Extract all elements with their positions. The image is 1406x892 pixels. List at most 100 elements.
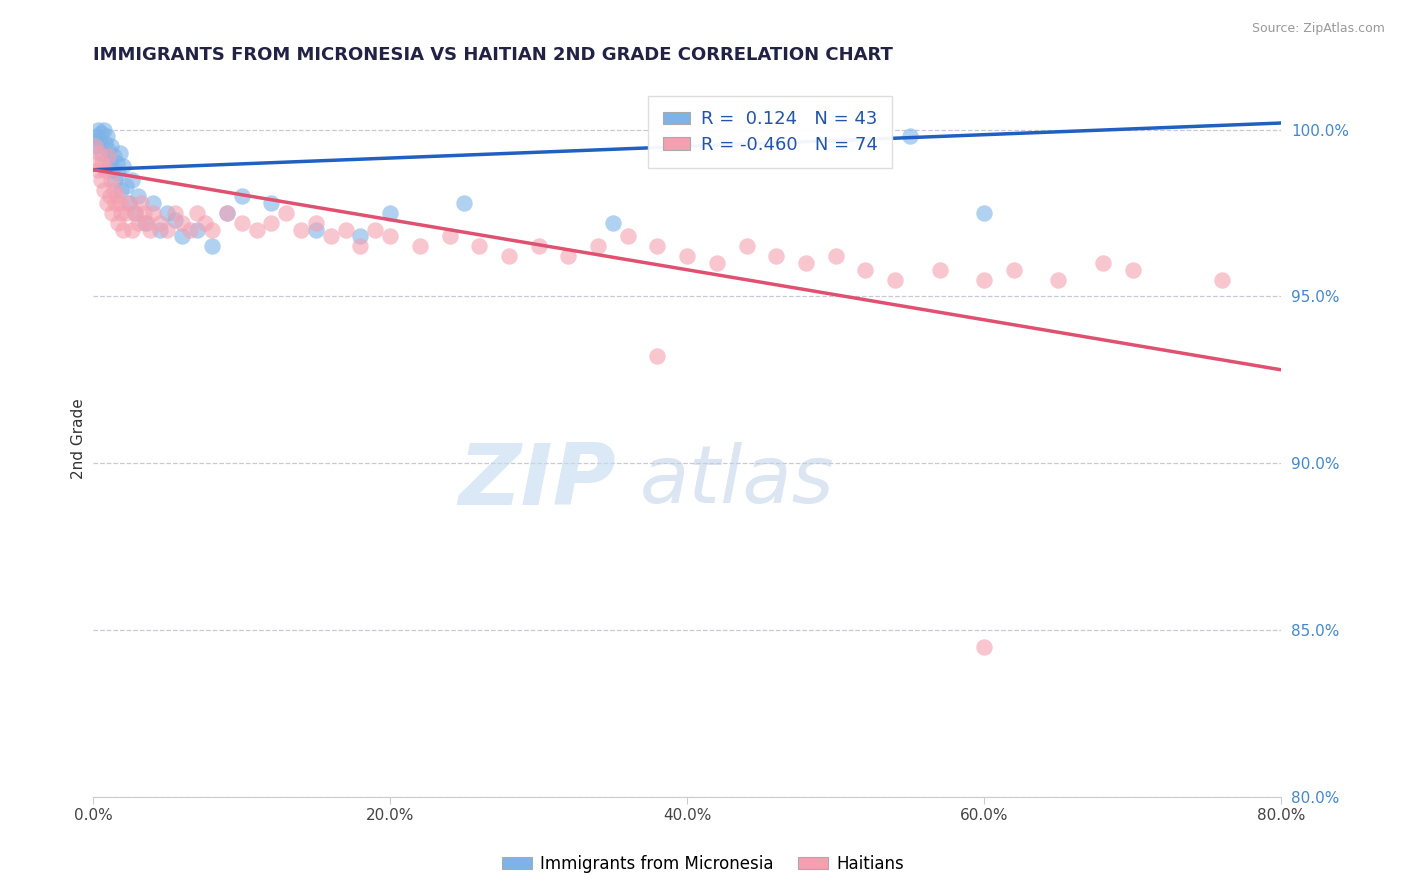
Point bbox=[118, 196, 141, 211]
Point bbox=[104, 196, 127, 211]
Point bbox=[91, 156, 114, 170]
Point bbox=[647, 350, 669, 364]
Point bbox=[90, 126, 112, 140]
Point bbox=[142, 206, 165, 220]
Point bbox=[557, 249, 579, 263]
Point bbox=[735, 239, 758, 253]
Point bbox=[172, 229, 194, 244]
Point bbox=[108, 196, 131, 211]
Text: atlas: atlas bbox=[640, 442, 834, 520]
Point bbox=[973, 273, 995, 287]
Y-axis label: 2nd Grade: 2nd Grade bbox=[72, 398, 86, 478]
Point bbox=[86, 162, 108, 177]
Point bbox=[93, 183, 115, 197]
Point bbox=[93, 122, 115, 136]
Text: Source: ZipAtlas.com: Source: ZipAtlas.com bbox=[1251, 22, 1385, 36]
Point bbox=[105, 189, 128, 203]
Point bbox=[132, 206, 155, 220]
Point bbox=[138, 223, 160, 237]
Point bbox=[121, 223, 143, 237]
Point bbox=[973, 640, 995, 654]
Point bbox=[127, 216, 149, 230]
Text: IMMIGRANTS FROM MICRONESIA VS HAITIAN 2ND GRADE CORRELATION CHART: IMMIGRANTS FROM MICRONESIA VS HAITIAN 2N… bbox=[93, 46, 893, 64]
Point bbox=[101, 162, 124, 177]
Point bbox=[108, 146, 131, 161]
Point bbox=[973, 206, 995, 220]
Point bbox=[468, 239, 491, 253]
Point bbox=[319, 229, 342, 244]
Point bbox=[149, 223, 172, 237]
Point bbox=[186, 206, 208, 220]
Point bbox=[115, 206, 138, 220]
Point bbox=[186, 223, 208, 237]
Point bbox=[156, 206, 179, 220]
Point bbox=[201, 223, 224, 237]
Point bbox=[86, 122, 108, 136]
Legend: R =  0.124   N = 43, R = -0.460   N = 74: R = 0.124 N = 43, R = -0.460 N = 74 bbox=[648, 95, 893, 168]
Point bbox=[103, 183, 125, 197]
Point bbox=[794, 256, 817, 270]
Point bbox=[104, 172, 127, 186]
Point bbox=[98, 189, 121, 203]
Point bbox=[124, 206, 146, 220]
Point bbox=[179, 223, 201, 237]
Point bbox=[586, 239, 609, 253]
Point bbox=[527, 239, 550, 253]
Point bbox=[453, 196, 475, 211]
Point bbox=[1002, 262, 1025, 277]
Point bbox=[96, 196, 118, 211]
Point bbox=[107, 166, 129, 180]
Point bbox=[676, 249, 699, 263]
Point bbox=[83, 139, 105, 153]
Point bbox=[215, 206, 238, 220]
Point bbox=[100, 172, 122, 186]
Point bbox=[84, 156, 107, 170]
Point bbox=[349, 229, 371, 244]
Point bbox=[163, 212, 186, 227]
Point bbox=[121, 172, 143, 186]
Point bbox=[409, 239, 432, 253]
Point bbox=[498, 249, 520, 263]
Point bbox=[378, 206, 401, 220]
Point bbox=[884, 273, 907, 287]
Point bbox=[928, 262, 950, 277]
Point bbox=[110, 206, 132, 220]
Point bbox=[1122, 262, 1144, 277]
Point bbox=[89, 133, 111, 147]
Point bbox=[84, 129, 107, 144]
Point bbox=[305, 223, 328, 237]
Point bbox=[439, 229, 461, 244]
Point bbox=[94, 136, 117, 150]
Point bbox=[853, 262, 876, 277]
Point bbox=[96, 129, 118, 144]
Point bbox=[335, 223, 357, 237]
Text: ZIP: ZIP bbox=[458, 440, 616, 523]
Point bbox=[97, 149, 120, 163]
Point bbox=[1047, 273, 1070, 287]
Point bbox=[231, 216, 253, 230]
Point bbox=[349, 239, 371, 253]
Point bbox=[101, 206, 124, 220]
Point bbox=[129, 196, 152, 211]
Point bbox=[127, 189, 149, 203]
Point bbox=[89, 146, 111, 161]
Point bbox=[602, 216, 624, 230]
Point bbox=[118, 196, 141, 211]
Point bbox=[142, 196, 165, 211]
Point bbox=[103, 149, 125, 163]
Point bbox=[172, 216, 194, 230]
Point bbox=[378, 229, 401, 244]
Point bbox=[1211, 273, 1233, 287]
Point bbox=[107, 216, 129, 230]
Point bbox=[94, 162, 117, 177]
Point bbox=[105, 156, 128, 170]
Point bbox=[100, 139, 122, 153]
Point bbox=[616, 229, 638, 244]
Point bbox=[1091, 256, 1114, 270]
Point bbox=[124, 206, 146, 220]
Point bbox=[765, 249, 787, 263]
Point bbox=[97, 143, 120, 157]
Point bbox=[134, 216, 156, 230]
Point bbox=[193, 216, 215, 230]
Point bbox=[824, 249, 846, 263]
